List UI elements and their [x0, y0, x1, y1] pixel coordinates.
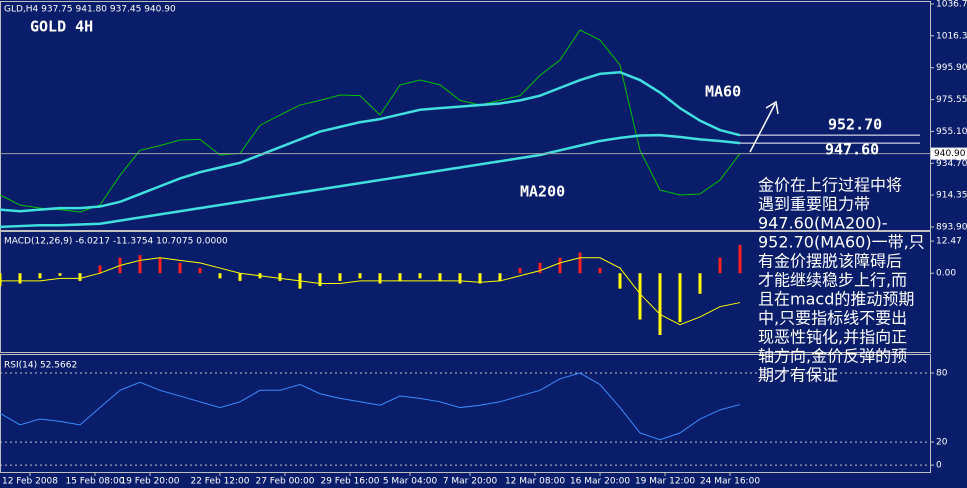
annotation-line: 947.60(MA200)-: [758, 214, 888, 233]
macd-bar: [378, 273, 382, 284]
x-tick-label: 12 Feb 2008: [2, 477, 58, 487]
ma60-label: MA60: [705, 83, 741, 101]
macd-panel: [0, 231, 931, 353]
macd-bar: [198, 268, 202, 274]
ma200-label: MA200: [520, 183, 565, 201]
x-tick-label: 7 Mar 20:00: [443, 477, 498, 487]
macd-bar: [518, 268, 522, 274]
level-label: 947.60: [825, 141, 879, 159]
x-tick-label: 24 Mar 16:00: [700, 477, 760, 487]
current-price-box: [931, 147, 967, 160]
series-line: [0, 133, 741, 229]
macd-bar: [558, 257, 562, 274]
macd-bar: [38, 273, 42, 279]
arrow: [749, 103, 776, 153]
y-tick-label: 80: [936, 369, 948, 379]
macd-bar: [618, 273, 622, 289]
macd-bar: [18, 273, 22, 284]
series-line: [0, 29, 741, 213]
annotation-line: 期才有保证: [758, 366, 838, 385]
macd-bar: [638, 273, 642, 320]
macd-bar: [678, 273, 682, 323]
annotation-line: 有金价摆脱该障碍后: [758, 252, 902, 271]
y-tick-label: 995.90: [936, 63, 967, 73]
macd-bar: [698, 273, 702, 294]
x-tick-label: 19 Feb 20:00: [120, 477, 179, 487]
arrow-head: [765, 100, 779, 115]
level-label: 952.70: [828, 116, 882, 134]
y-tick-label: 975.55: [936, 95, 967, 105]
macd-bar: [438, 273, 442, 281]
macd-bar: [598, 268, 602, 274]
macd-bar: [218, 273, 222, 279]
macd-bar: [98, 265, 102, 274]
series-line: [0, 70, 741, 213]
x-tick-label: 12 Mar 08:00: [505, 477, 565, 487]
current-price-label: 940.90: [934, 149, 966, 159]
annotation-line: 轴方向,金价反弹的预: [758, 347, 907, 366]
series-line: [0, 372, 741, 441]
annotation-line: 现恶性钝化,并指向正: [758, 328, 907, 347]
macd-bar: [318, 273, 322, 287]
macd-bar: [138, 255, 142, 274]
macd-bar: [738, 244, 742, 274]
macd-bar: [658, 273, 662, 336]
macd-bar: [338, 273, 342, 281]
annotation-line: 中,只要指标线不要出: [758, 309, 907, 328]
annotation-line: 遇到重要阻力带: [758, 195, 870, 214]
y-tick-label: 0.00: [936, 269, 956, 279]
annotation-line: 952.70(MA60)一带,只: [758, 233, 925, 252]
macd-bar: [0, 273, 2, 287]
macd-bar: [538, 262, 542, 274]
x-tick-label: 22 Feb 12:00: [190, 477, 249, 487]
macd-bar: [78, 273, 82, 281]
x-tick-label: 27 Feb 00:00: [255, 477, 314, 487]
y-tick-label: 20: [936, 438, 948, 448]
macd-bar: [578, 252, 582, 274]
annotation-line: 且在macd的推动预期: [758, 290, 914, 309]
x-tick-label: 15 Feb 08:00: [65, 477, 124, 487]
signal-line: [0, 257, 741, 326]
macd-bar: [458, 273, 462, 284]
annotation-line: 才能继续稳步上行,而: [758, 271, 907, 290]
macd-bar: [718, 257, 722, 274]
y-tick-label: 955.10: [936, 127, 967, 137]
y-tick-label: 1036.70: [936, 0, 967, 10]
macd-header: MACD(12,26,9) -6.0217 -11.3754 10.7075 0…: [4, 237, 228, 247]
macd-bar: [58, 273, 62, 276]
macd-bar: [238, 273, 242, 281]
chart-title: GOLD 4H: [30, 18, 93, 36]
macd-bar: [478, 273, 482, 284]
y-tick-label: 0: [936, 461, 942, 471]
y-tick-label: 914.35: [936, 191, 967, 201]
y-tick-label: 1016.35: [936, 31, 967, 41]
x-tick-label: 5 Mar 04:00: [383, 477, 438, 487]
macd-bar: [278, 273, 282, 281]
price-header: GLD,H4 937.75 941.80 937.45 940.90: [4, 5, 176, 15]
y-tick-label: 12.47: [936, 237, 962, 247]
macd-bar: [398, 273, 402, 281]
price-panel: [0, 1, 931, 231]
macd-bar: [498, 273, 502, 281]
macd-bar: [418, 273, 422, 279]
y-tick-label: 934.70: [936, 159, 967, 169]
x-tick-label: 16 Mar 20:00: [570, 477, 630, 487]
x-tick-label: 29 Feb 16:00: [320, 477, 379, 487]
macd-bar: [358, 273, 362, 279]
rsi-header: RSI(14) 52.5662: [4, 361, 77, 371]
x-tick-label: 19 Mar 12:00: [635, 477, 695, 487]
annotation-line: 金价在上行过程中将: [758, 176, 902, 195]
macd-bar: [178, 262, 182, 274]
y-tick-label: 893.90: [936, 223, 967, 233]
macd-bar: [158, 257, 162, 274]
